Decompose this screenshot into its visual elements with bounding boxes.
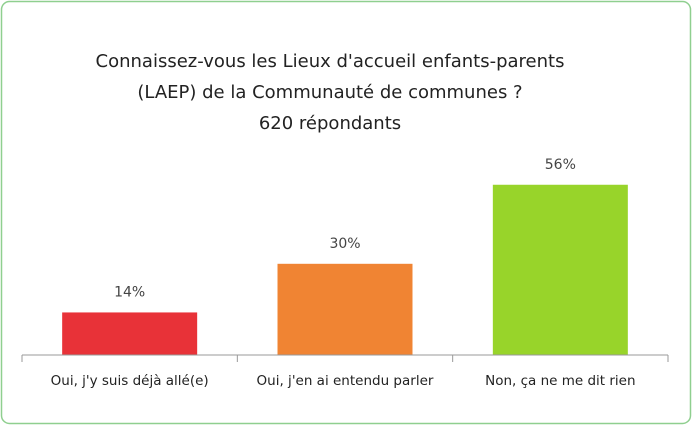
value-label: 14% — [114, 284, 145, 300]
value-label: 56% — [545, 157, 576, 173]
bar — [62, 312, 198, 355]
chart-title: (LAEP) de la Communauté de communes ? — [137, 82, 522, 103]
x-tick-label: Non, ça ne me dit rien — [485, 373, 635, 389]
chart-title: Connaissez-vous les Lieux d'accueil enfa… — [96, 51, 565, 72]
chart-subtitle: 620 répondants — [259, 113, 401, 134]
x-tick-label: Oui, j'y suis déjà allé(e) — [51, 373, 209, 389]
x-tick-label: Oui, j'en ai entendu parler — [257, 373, 434, 389]
bar — [277, 263, 413, 355]
value-label: 30% — [329, 236, 360, 252]
bar — [492, 184, 628, 355]
